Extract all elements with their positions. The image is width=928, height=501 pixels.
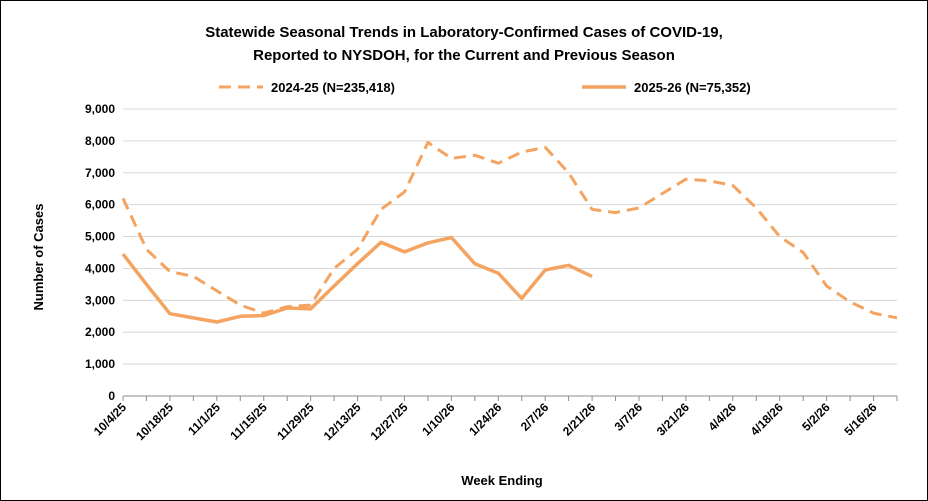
y-tick-label: 5,000 (85, 230, 115, 244)
legend-label-2024-25: 2024-25 (N=235,418) (271, 80, 395, 95)
legend: 2024-25 (N=235,418) 2025-26 (N=75,352) (219, 80, 751, 95)
y-axis-title: Number of Cases (31, 204, 46, 311)
y-tick-label: 1,000 (85, 357, 115, 371)
chart-subtitle: Reported to NYSDOH, for the Current and … (253, 47, 675, 64)
x-tick-label: 10/18/25 (133, 400, 176, 443)
x-tick-label: 4/18/26 (748, 400, 786, 438)
x-axis-ticks: 10/4/25 10/18/25 11/1/25 11/15/25 11/29/25 12… (91, 396, 898, 443)
y-tick-label: 8,000 (85, 134, 115, 148)
y-tick-label: 6,000 (85, 198, 115, 212)
x-axis-title: Week Ending (461, 473, 542, 488)
y-axis-ticks: 0 1,000 2,000 3,000 4,000 5,000 6,000 7,000 8,00… (85, 102, 115, 403)
legend-label-2025-26: 2025-26 (N=75,352) (634, 80, 751, 95)
x-tick-label: 11/29/25 (274, 400, 317, 443)
x-tick-label: 10/4/25 (91, 400, 129, 438)
x-tick-label: 4/4/26 (705, 400, 739, 434)
y-tick-label: 4,000 (85, 261, 115, 275)
x-tick-label: 5/2/26 (799, 400, 833, 434)
series-lines (121, 141, 898, 324)
x-tick-label: 1/10/26 (419, 400, 457, 438)
x-tick-label: 11/15/25 (227, 400, 270, 443)
y-tick-label: 0 (108, 389, 115, 403)
x-tick-label: 2/21/26 (560, 400, 598, 438)
chart-title: Statewide Seasonal Trends in Laboratory-… (205, 24, 723, 41)
y-tick-label: 3,000 (85, 293, 115, 307)
x-tick-label: 3/21/26 (654, 400, 692, 438)
y-tick-label: 7,000 (85, 166, 115, 180)
x-tick-label: 5/16/26 (841, 400, 879, 438)
y-tick-label: 2,000 (85, 325, 115, 339)
x-tick-label: 11/1/25 (185, 400, 223, 438)
x-tick-label: 1/24/26 (466, 400, 504, 438)
x-tick-label: 3/7/26 (612, 400, 646, 434)
x-tick-label: 12/13/25 (321, 400, 364, 443)
x-tick-label: 2/7/26 (518, 400, 552, 434)
x-tick-label: 12/27/25 (368, 400, 411, 443)
gridlines (123, 108, 897, 397)
series-line-2024-25 (121, 141, 898, 320)
series-line-2025-26 (121, 235, 593, 324)
y-tick-label: 9,000 (85, 102, 115, 116)
